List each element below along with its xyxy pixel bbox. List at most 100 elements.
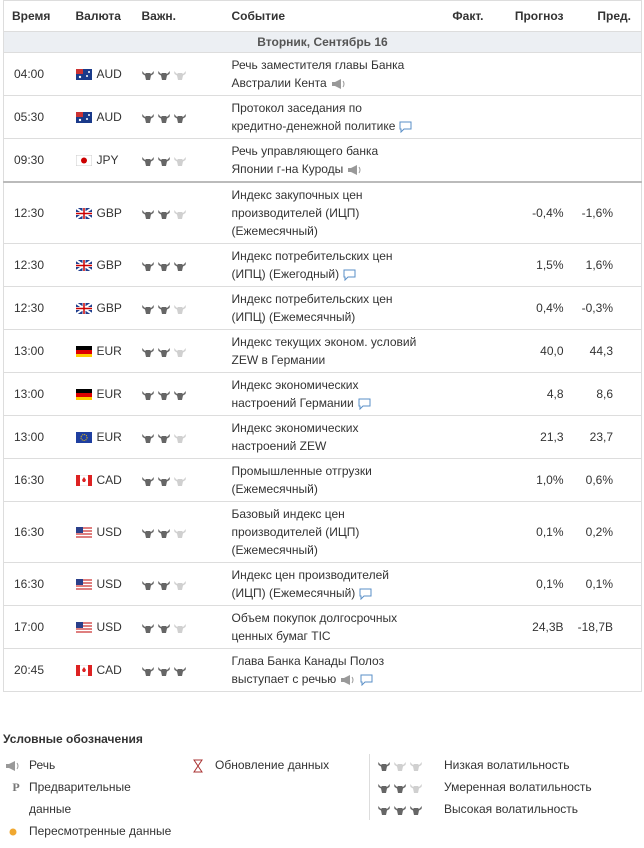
importance-icons [378,761,422,771]
importance-icons [141,623,186,633]
time: 12:30 [3,243,72,287]
bull [410,783,422,793]
flag [75,260,92,272]
importance-icons [141,156,186,166]
event: Глава Банка Канады Полоз выступает с реч… [231,654,385,686]
event: Протокол заседания по кредитно-денежной … [231,101,396,133]
bull [157,347,170,357]
bull [173,666,186,676]
currency: EUR [96,344,122,358]
forecast: 1,5% [536,258,564,272]
importance-cell [137,415,228,459]
event-cell: Индекс потребительских цен (ИПЦ) (Ежегод… [227,243,424,287]
time: 16:30 [3,458,72,502]
time: 17:00 [3,605,72,649]
bull [141,476,154,486]
previous-cell: 44,3 [567,329,642,373]
previous-cell: 8,6 [567,372,642,416]
col-currency: Валюта [71,0,138,32]
forecast-cell [487,138,568,182]
importance-icons [141,433,186,443]
previous-cell: 0,6% [567,458,642,502]
bull [141,390,154,400]
previous: -18,7B [577,620,613,634]
currency: CAD [96,473,122,487]
forecast-cell: -0,4% [487,181,568,244]
currency: EUR [96,430,122,444]
legend-item: P Предварительные данные [3,776,183,820]
forecast-cell: 1,0% [487,458,568,502]
importance-icons [141,476,186,486]
currency: JPY [96,153,119,167]
actual-cell [423,501,488,563]
bull [157,666,170,676]
bull [410,805,422,815]
bull [157,113,170,123]
event-cell: Индекс закупочных цен производителей (ИЦ… [227,181,424,244]
currency-cell: EUR [71,415,138,459]
actual-cell [423,138,488,182]
date-row: Вторник, Сентябрь 16 [3,31,642,53]
bull [173,70,186,80]
flag [75,527,92,539]
legend-update: Обновление данных [215,758,330,772]
event: Индекс закупочных цен производителей (ИЦ… [231,188,363,238]
bull [157,433,170,443]
forecast: 0,4% [536,301,564,315]
legend-item: Речь [3,754,183,776]
col-forecast: Прогноз [487,0,568,32]
bull [378,805,390,815]
event: Индекс экономических настроений Германии [231,378,359,410]
bull [173,156,186,166]
event-row: 13:00 EUR Индекс экономических настроений … [3,415,642,459]
forecast-cell [487,648,568,692]
legend: Условные обозначения Речь P Предварительн… [3,732,641,838]
comment-icon [358,398,371,410]
currency: GBP [96,301,122,315]
flag [75,112,92,124]
event: Речь заместителя главы Банка Австралии К… [231,58,405,90]
importance-icons [141,347,186,357]
event-row: 13:00 EUR Индекс экономических настроений … [3,372,642,416]
importance-icons [141,390,186,400]
currency-cell: USD [71,501,138,563]
currency: USD [96,525,122,539]
currency-cell: CAD [71,648,138,692]
importance-cell [137,95,228,139]
col-previous: Пред. [567,0,642,32]
bull [141,528,154,538]
event-row: 16:30 USD Индекс цен производителей (ИЦП) … [3,562,642,606]
previous: 0,6% [585,473,613,487]
bull [141,666,154,676]
time: 16:30 [3,562,72,606]
speech-icon [347,164,361,176]
currency: CAD [96,663,122,677]
forecast-cell: 21,3 [487,415,568,459]
speech-icon [331,78,345,90]
comment-icon [360,674,373,686]
flag [75,303,92,315]
event-row: 05:30 AUD Протокол заседания по кредитно-д… [3,95,642,139]
bull [173,113,186,123]
previous-cell [567,648,642,692]
event: Объем покупок долгосрочных ценных бумаг … [231,611,398,643]
importance-icons [378,805,422,815]
header-row: Время Валюта Важн. Событие Факт. Прогноз… [3,0,642,32]
previous: 0,1% [585,577,613,591]
forecast-cell [487,95,568,139]
time: 13:00 [3,372,72,416]
event-cell: Протокол заседания по кредитно-денежной … [227,95,424,139]
event-row: 13:00 EUR Индекс текущих эконом. условий Z… [3,329,642,373]
previous-cell: 0,1% [567,562,642,606]
bull [173,433,186,443]
event-row: 16:30 USD Базовый индекс цен производителе… [3,501,642,563]
bull [173,261,186,271]
time: 13:00 [3,329,72,373]
currency-cell: AUD [71,52,138,96]
forecast: 24,3B [532,620,564,634]
currency: GBP [96,206,122,220]
currency: EUR [96,387,122,401]
previous-cell: -0,3% [567,286,642,330]
event-cell: Объем покупок долгосрочных ценных бумаг … [227,605,424,649]
bull [394,805,406,815]
